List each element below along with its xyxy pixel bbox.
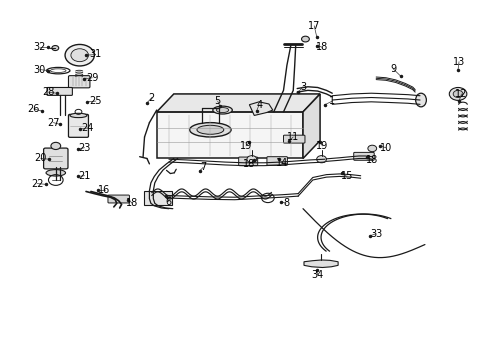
Text: 7: 7 — [200, 162, 206, 172]
Text: 30: 30 — [34, 64, 46, 75]
Text: 18: 18 — [126, 198, 138, 208]
Text: 20: 20 — [35, 153, 47, 163]
FancyBboxPatch shape — [43, 148, 68, 169]
Text: 5: 5 — [214, 96, 221, 106]
FancyBboxPatch shape — [68, 76, 90, 88]
Ellipse shape — [212, 106, 232, 114]
Polygon shape — [157, 94, 320, 112]
Circle shape — [65, 44, 94, 66]
Circle shape — [452, 90, 462, 98]
Circle shape — [246, 156, 256, 163]
FancyBboxPatch shape — [143, 191, 172, 205]
Circle shape — [71, 49, 88, 62]
Text: 6: 6 — [165, 197, 172, 207]
Ellipse shape — [197, 125, 224, 134]
FancyBboxPatch shape — [47, 87, 72, 95]
Text: 13: 13 — [452, 57, 464, 67]
Ellipse shape — [415, 93, 426, 107]
Text: 4: 4 — [256, 100, 262, 110]
Text: 26: 26 — [28, 104, 40, 114]
Text: 21: 21 — [78, 171, 91, 181]
Circle shape — [367, 145, 376, 152]
Text: 25: 25 — [89, 96, 102, 106]
Text: 27: 27 — [47, 118, 60, 128]
Text: 11: 11 — [286, 132, 299, 142]
Text: 3: 3 — [299, 82, 305, 92]
Circle shape — [316, 156, 326, 163]
Text: 33: 33 — [369, 229, 382, 239]
Text: 2: 2 — [148, 93, 155, 103]
Ellipse shape — [46, 170, 65, 176]
FancyBboxPatch shape — [266, 157, 287, 165]
Text: 34: 34 — [311, 270, 323, 280]
Text: 15: 15 — [340, 171, 352, 181]
Text: 23: 23 — [78, 143, 91, 153]
Text: 31: 31 — [89, 49, 102, 59]
Text: 18: 18 — [243, 159, 255, 169]
FancyBboxPatch shape — [108, 195, 129, 203]
Circle shape — [52, 45, 59, 50]
Text: 12: 12 — [454, 89, 467, 99]
FancyBboxPatch shape — [353, 152, 373, 160]
Ellipse shape — [189, 123, 231, 137]
FancyBboxPatch shape — [283, 135, 305, 143]
Polygon shape — [157, 112, 303, 158]
Text: 32: 32 — [34, 42, 46, 52]
Circle shape — [301, 36, 309, 42]
Polygon shape — [304, 260, 337, 267]
Text: 8: 8 — [282, 198, 288, 208]
FancyBboxPatch shape — [68, 114, 88, 137]
Text: 14: 14 — [276, 158, 288, 168]
Text: 1: 1 — [328, 96, 335, 106]
Text: 22: 22 — [31, 179, 43, 189]
Text: 19: 19 — [316, 141, 328, 151]
Ellipse shape — [216, 108, 228, 113]
FancyBboxPatch shape — [238, 157, 257, 166]
Text: 18: 18 — [316, 42, 328, 52]
Circle shape — [448, 87, 466, 100]
Text: 19: 19 — [239, 141, 252, 151]
Ellipse shape — [70, 113, 87, 118]
Text: 29: 29 — [86, 73, 99, 83]
Text: 16: 16 — [98, 185, 110, 195]
Text: 18: 18 — [366, 155, 378, 165]
Text: 17: 17 — [307, 21, 320, 31]
Text: 28: 28 — [42, 87, 55, 97]
Text: 10: 10 — [379, 143, 391, 153]
Polygon shape — [303, 94, 320, 158]
Circle shape — [51, 142, 61, 149]
Text: 9: 9 — [389, 64, 395, 74]
Text: 24: 24 — [81, 123, 94, 133]
Polygon shape — [249, 102, 272, 116]
